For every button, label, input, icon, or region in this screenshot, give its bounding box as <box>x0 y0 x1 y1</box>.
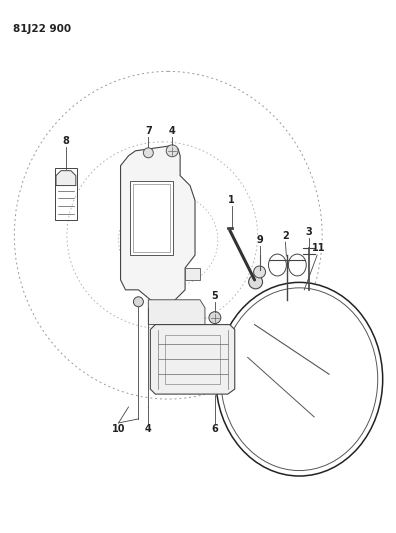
Circle shape <box>133 297 143 306</box>
Ellipse shape <box>221 288 378 471</box>
Text: 5: 5 <box>211 291 218 301</box>
Text: 3: 3 <box>306 227 312 237</box>
Text: 1: 1 <box>228 196 235 205</box>
Text: 9: 9 <box>256 235 263 245</box>
Text: 6: 6 <box>211 424 218 434</box>
Polygon shape <box>148 300 205 325</box>
Text: 11: 11 <box>312 243 326 253</box>
Text: 2: 2 <box>282 231 289 241</box>
Text: 4: 4 <box>145 424 152 434</box>
Polygon shape <box>185 268 200 280</box>
Text: 81J22 900: 81J22 900 <box>13 23 71 34</box>
Circle shape <box>143 148 153 158</box>
Ellipse shape <box>288 254 306 276</box>
Text: 7: 7 <box>145 126 152 136</box>
Ellipse shape <box>216 282 383 476</box>
Polygon shape <box>150 325 235 394</box>
Text: 10: 10 <box>112 424 125 434</box>
Circle shape <box>166 145 178 157</box>
Polygon shape <box>130 181 173 255</box>
Ellipse shape <box>268 254 286 276</box>
Polygon shape <box>56 171 76 185</box>
Polygon shape <box>120 146 195 305</box>
Circle shape <box>253 266 266 278</box>
Text: 8: 8 <box>63 136 69 146</box>
Circle shape <box>209 312 221 324</box>
Circle shape <box>249 275 263 289</box>
Text: 4: 4 <box>169 126 175 136</box>
